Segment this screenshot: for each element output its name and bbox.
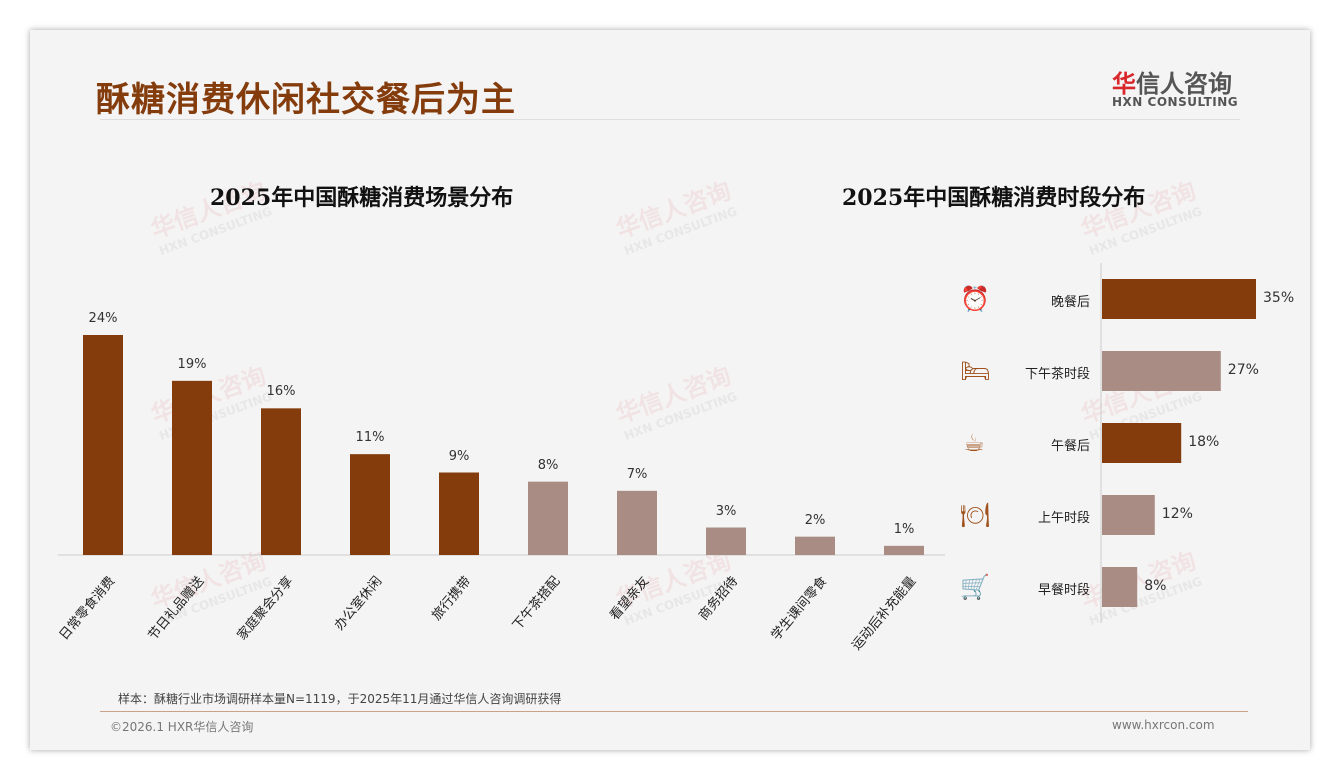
bar — [617, 490, 657, 555]
data-label: 3% — [715, 503, 737, 519]
data-label: 1% — [893, 521, 915, 537]
plate-cutlery-icon: 🍽 — [960, 501, 991, 529]
y-tick-label: 午餐后 — [1050, 439, 1090, 454]
data-label: 8% — [537, 457, 559, 473]
bar — [261, 408, 301, 555]
coffee-mug-icon: ☕ — [963, 429, 985, 457]
data-label: 7% — [626, 466, 648, 482]
data-label: 11% — [355, 430, 385, 446]
bar — [795, 536, 835, 555]
bar — [884, 545, 924, 555]
bar — [350, 454, 390, 555]
logo-red-char: 华 — [1112, 70, 1136, 98]
bar — [1102, 495, 1155, 535]
left-chart-title: 2025年中国酥糖消费场景分布 — [210, 185, 514, 211]
right-chart-title: 2025年中国酥糖消费时段分布 — [842, 185, 1146, 211]
data-label: 12% — [1161, 506, 1193, 522]
website: www.hxrcon.com — [1112, 718, 1215, 732]
bar — [1102, 423, 1182, 463]
data-label: 2% — [804, 512, 826, 528]
data-label: 35% — [1263, 290, 1295, 306]
bar — [439, 472, 479, 555]
bar — [1102, 567, 1138, 607]
data-label: 8% — [1144, 578, 1167, 594]
data-label: 19% — [177, 356, 207, 372]
y-tick-label: 晚餐后 — [1050, 295, 1090, 310]
logo-text: 信人咨询 — [1136, 70, 1232, 98]
data-label: 27% — [1227, 362, 1259, 378]
copyright: ©2026.1 HXR华信人咨询 — [110, 720, 254, 734]
data-label: 24% — [88, 311, 118, 326]
logo-subtitle: HXN CONSULTING — [1112, 95, 1239, 109]
page-title: 酥糖消费休闲社交餐后为主 — [96, 80, 516, 120]
y-tick-label: 早餐时段 — [1037, 583, 1090, 598]
slide — [30, 30, 1310, 750]
alarm-clock-icon: ⏰ — [960, 285, 990, 313]
data-label: 16% — [266, 384, 296, 400]
y-tick-label: 下午茶时段 — [1024, 367, 1090, 382]
header-divider — [100, 119, 1240, 120]
y-tick-label: 上午时段 — [1037, 511, 1090, 526]
data-label: 18% — [1188, 434, 1220, 450]
shopping-cart-icon: 🛒 — [960, 573, 990, 601]
bar — [172, 380, 212, 555]
bed-icon: 🛏 — [960, 357, 991, 385]
logo: 华信人咨询 — [1112, 64, 1232, 99]
bar — [1102, 351, 1221, 391]
bar — [1102, 279, 1256, 319]
bar — [83, 335, 123, 555]
bar — [528, 481, 568, 555]
footer-divider — [100, 711, 1248, 712]
bar — [706, 527, 746, 555]
data-label: 9% — [448, 448, 470, 464]
sample-note: 样本：酥糖行业市场调研样本量N=1119，于2025年11月通过华信人咨询调研获… — [118, 692, 562, 706]
